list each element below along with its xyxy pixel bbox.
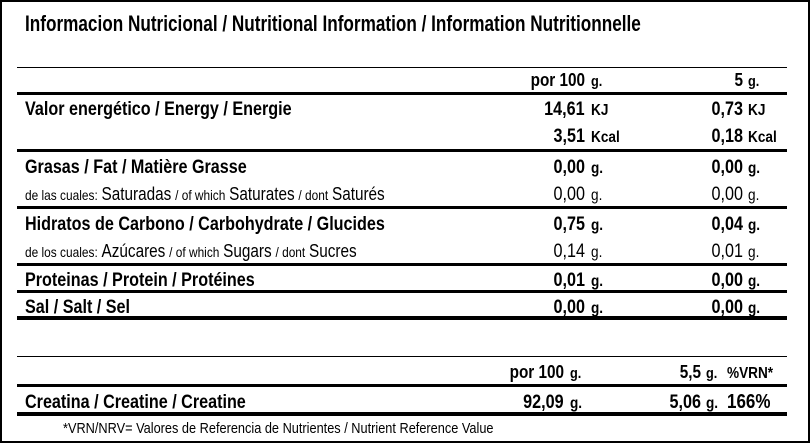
value-serving: 0,00 bbox=[711, 270, 743, 291]
row-protein: Proteinas / Protein / Protéines 0,01 g. … bbox=[17, 266, 787, 293]
col-header-per-100: por 100 bbox=[530, 70, 585, 90]
row-salt: Sal / Salt / Sel 0,00 g. 0,00 g. bbox=[17, 293, 787, 320]
value-per-100-unit: g. bbox=[591, 300, 604, 317]
value-serving-unit: Kcal bbox=[748, 129, 777, 146]
row-label: Creatina / Creatine / Creatine bbox=[25, 392, 246, 413]
creatine-table-header: por 100 g. 5,5 g. %VRN* bbox=[17, 357, 787, 387]
row-energy-kj: Valor energético / Energy / Energie 14,6… bbox=[17, 95, 787, 122]
footnote-row: *VRN/NRV= Valores de Referencia de Nutri… bbox=[17, 416, 787, 441]
value-serving: 0,18 bbox=[711, 126, 743, 147]
value-serving-unit: g. bbox=[748, 160, 761, 177]
value-serving: 0,01 bbox=[711, 241, 743, 262]
value-per-100-unit: KJ bbox=[591, 102, 609, 119]
value-per-100: 92,09 bbox=[523, 392, 564, 413]
nrv-footnote: *VRN/NRV= Valores de Referencia de Nutri… bbox=[62, 420, 494, 437]
value-serving-unit: g. bbox=[748, 244, 760, 261]
value-per-100: 0,75 bbox=[553, 214, 585, 235]
row-energy-kcal: 3,51 Kcal 0,18 Kcal bbox=[17, 122, 787, 152]
value-per-100-unit: g. bbox=[591, 244, 603, 261]
value-serving-unit: g. bbox=[748, 217, 761, 234]
value-per-100-unit: g. bbox=[591, 160, 604, 177]
value-serving-unit: g. bbox=[706, 395, 719, 412]
row-label: de las cuales: Saturadas / of which Satu… bbox=[25, 184, 385, 204]
row-label: Hidratos de Carbono / Carbohydrate / Glu… bbox=[25, 214, 385, 235]
row-label: Grasas / Fat / Matière Grasse bbox=[25, 157, 247, 178]
value-per-100: 0,00 bbox=[553, 184, 585, 205]
row-label: Proteinas / Protein / Protéines bbox=[25, 270, 255, 291]
value-serving: 0,73 bbox=[711, 99, 743, 120]
value-per-100-unit: Kcal bbox=[591, 129, 620, 146]
value-serving-unit: g. bbox=[748, 187, 760, 204]
value-per-100-unit: g. bbox=[570, 395, 583, 412]
row-sugars: de los cuales: Azúcares / of which Sugar… bbox=[17, 237, 787, 266]
value-serving: 0,04 bbox=[711, 214, 743, 235]
row-saturates: de las cuales: Saturadas / of which Satu… bbox=[17, 180, 787, 209]
value-per-100: 0,00 bbox=[553, 157, 585, 178]
col-header-serving-unit: g. bbox=[748, 73, 760, 90]
value-serving-unit: KJ bbox=[748, 102, 766, 119]
value-nrv-percent: 166% bbox=[727, 391, 771, 413]
row-label: Sal / Salt / Sel bbox=[25, 297, 131, 318]
row-carbohydrate: Hidratos de Carbono / Carbohydrate / Glu… bbox=[17, 209, 787, 237]
main-table-header: por 100 g. 5 g. bbox=[17, 68, 787, 95]
value-serving: 0,00 bbox=[711, 184, 743, 205]
row-label: de los cuales: Azúcares / of which Sugar… bbox=[25, 241, 357, 261]
col-header-per-100-unit: g. bbox=[591, 73, 603, 90]
value-serving: 0,00 bbox=[711, 297, 743, 318]
value-per-100-unit: g. bbox=[591, 217, 604, 234]
col-header-per-100: por 100 bbox=[509, 362, 564, 382]
col-header-serving: 5 bbox=[734, 70, 743, 90]
col-header-per-100-unit: g. bbox=[570, 365, 582, 382]
value-per-100-unit: g. bbox=[591, 187, 603, 204]
page-title: Informacion Nutricional / Nutritional In… bbox=[25, 11, 641, 36]
row-label bbox=[17, 126, 465, 148]
title-row: Informacion Nutricional / Nutritional In… bbox=[17, 2, 787, 68]
value-per-100: 14,61 bbox=[544, 99, 585, 120]
value-serving: 0,00 bbox=[711, 157, 743, 178]
value-per-100: 0,00 bbox=[553, 297, 585, 318]
row-creatine: Creatina / Creatine / Creatine 92,09 g. … bbox=[17, 387, 787, 416]
value-per-100: 3,51 bbox=[553, 126, 585, 147]
section-divider bbox=[17, 320, 787, 357]
value-serving: 5,06 bbox=[669, 392, 701, 413]
col-header-serving-unit: g. bbox=[706, 365, 718, 382]
value-per-100: 0,14 bbox=[553, 241, 585, 262]
value-per-100-unit: g. bbox=[591, 273, 604, 290]
col-header-serving: 5,5 bbox=[679, 362, 701, 382]
row-fat: Grasas / Fat / Matière Grasse 0,00 g. 0,… bbox=[17, 152, 787, 180]
value-per-100: 0,01 bbox=[553, 270, 585, 291]
value-serving-unit: g. bbox=[748, 273, 761, 290]
col-header-nrv: %VRN* bbox=[727, 365, 774, 382]
row-label: Valor energético / Energy / Energie bbox=[25, 99, 292, 120]
value-serving-unit: g. bbox=[748, 300, 761, 317]
